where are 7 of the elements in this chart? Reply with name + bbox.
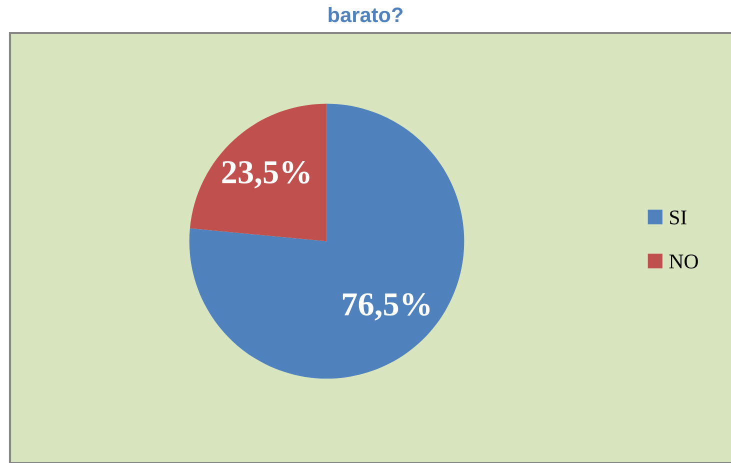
pie-slice [190,104,327,242]
data-label: 76,5% [342,293,430,320]
legend-label: NO [669,254,698,269]
data-label: 23,5% [222,161,310,188]
chart-title: barato? [328,6,402,22]
pie-slice [189,104,464,379]
legend-label: SI [670,210,686,224]
